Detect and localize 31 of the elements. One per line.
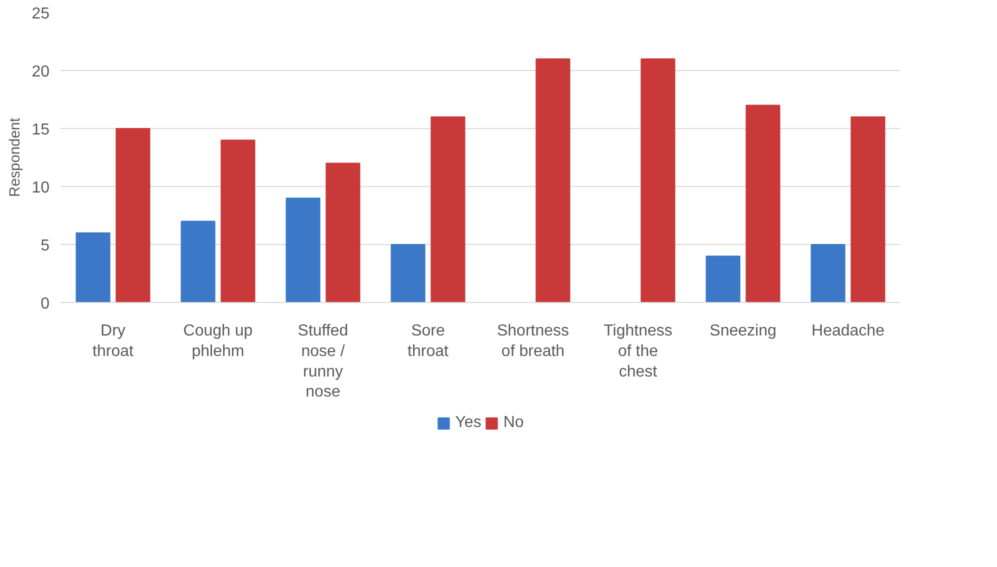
y-axis-title: Respondent (8, 118, 24, 198)
bar (640, 58, 676, 302)
bar (390, 244, 426, 302)
legend-label: Yes (455, 414, 482, 432)
x-tick-label: Stuffed nose / runny nose (298, 322, 348, 401)
x-tick-label: Tightness of the chest (604, 322, 672, 380)
y-tick-label: 25 (32, 6, 50, 22)
bar (810, 244, 846, 302)
y-tick-label: 10 (32, 180, 50, 196)
x-tick-label: Cough up phlehm (183, 322, 253, 360)
x-tick-label: Sore throat (408, 322, 450, 360)
x-tick-label: Sneezing (710, 322, 776, 340)
x-tick-label: Shortness of breath (496, 322, 570, 360)
x-tick-label: Dry throat (92, 322, 134, 360)
y-tick-label: 0 (40, 296, 50, 312)
bar (430, 116, 466, 302)
bar (180, 220, 216, 302)
bar (326, 162, 360, 302)
bar (116, 128, 150, 302)
bar (850, 116, 886, 302)
y-tick-label: 5 (40, 238, 50, 254)
bar (76, 232, 110, 302)
bar (536, 58, 570, 302)
bar (220, 140, 256, 302)
y-tick-label: 15 (32, 122, 50, 138)
x-tick-label: Headache (812, 322, 885, 340)
bar (286, 198, 320, 302)
bar (746, 104, 780, 302)
y-tick-label: 20 (32, 64, 50, 80)
bar (706, 256, 740, 302)
legend-label: No (503, 414, 524, 432)
